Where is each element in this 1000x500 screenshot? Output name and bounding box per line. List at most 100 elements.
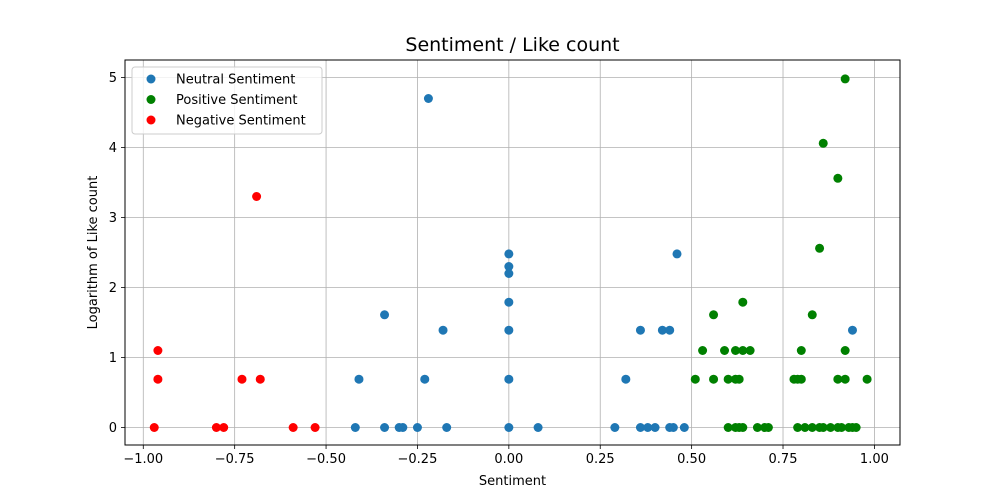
data-point <box>709 374 719 384</box>
data-point <box>734 374 744 384</box>
data-point <box>237 374 247 384</box>
data-point <box>380 310 390 320</box>
data-point <box>862 374 872 384</box>
x-tick-label: 0.75 <box>769 452 798 467</box>
data-point <box>840 74 850 84</box>
data-point <box>504 423 514 432</box>
data-point <box>153 374 163 384</box>
data-point <box>350 423 360 432</box>
data-point <box>815 243 825 253</box>
legend-entry: Positive Sentiment <box>176 93 297 108</box>
data-point <box>665 325 675 335</box>
chart-title: Sentiment / Like count <box>405 34 619 56</box>
data-point <box>219 423 229 432</box>
x-tick-label: −0.25 <box>398 452 438 467</box>
data-point <box>310 423 320 432</box>
data-point <box>851 423 861 432</box>
y-axis-ticks: 0 1 2 3 4 5 <box>109 71 125 436</box>
y-tick-label: 3 <box>109 211 117 226</box>
legend-box <box>131 66 323 135</box>
data-point <box>745 346 755 355</box>
data-point <box>255 374 265 384</box>
data-point <box>412 423 422 432</box>
x-tick-label: 1.00 <box>860 452 889 467</box>
data-point <box>288 423 298 432</box>
x-tick-label: 0.25 <box>586 452 615 467</box>
x-axis-ticks: −1.00 −0.75 −0.50 −0.25 0.00 0.25 0.50 0.75 1.00 <box>123 445 889 467</box>
series-1 <box>690 74 872 432</box>
x-axis-label: Sentiment <box>479 474 546 489</box>
data-point <box>738 423 748 432</box>
y-tick-label: 4 <box>109 141 117 156</box>
data-point <box>690 374 700 384</box>
x-tick-label: −0.75 <box>215 452 255 467</box>
data-point <box>738 346 748 355</box>
legend-marker <box>146 115 156 125</box>
legend-entry: Negative Sentiment <box>176 114 306 129</box>
data-point <box>153 346 163 355</box>
data-point <box>442 423 452 432</box>
data-point <box>807 310 817 320</box>
data-point <box>354 374 364 384</box>
data-point <box>672 249 682 259</box>
data-point <box>698 346 708 355</box>
data-point <box>380 423 390 432</box>
data-point <box>635 423 645 432</box>
data-point <box>818 138 828 148</box>
data-point <box>149 423 159 432</box>
data-point <box>796 346 806 355</box>
legend: Neutral Sentiment Positive Sentiment Negat… <box>131 66 323 135</box>
data-point <box>650 423 660 432</box>
data-point <box>635 325 645 335</box>
data-point <box>504 374 514 384</box>
y-tick-label: 0 <box>109 421 117 436</box>
data-point <box>723 423 733 432</box>
data-point <box>720 346 730 355</box>
series-0 <box>350 94 857 432</box>
data-point <box>679 423 689 432</box>
data-point <box>643 423 653 432</box>
legend-marker <box>146 95 156 104</box>
plot-frame <box>124 59 901 446</box>
y-tick-label: 1 <box>109 351 117 366</box>
data-point <box>621 374 631 384</box>
x-tick-label: −1.00 <box>123 452 163 467</box>
y-tick-label: 2 <box>109 281 117 296</box>
data-point <box>504 297 514 307</box>
data-point <box>837 423 847 432</box>
data-point <box>730 346 740 355</box>
data-points <box>149 74 872 432</box>
data-point <box>738 297 748 307</box>
data-point <box>793 423 803 432</box>
data-point <box>423 94 433 103</box>
data-point <box>833 173 843 183</box>
data-point <box>818 423 828 432</box>
data-point <box>796 374 806 384</box>
legend-entry: Neutral Sentiment <box>176 73 295 88</box>
data-point <box>504 269 514 278</box>
data-point <box>504 262 514 271</box>
x-tick-label: 0.50 <box>677 452 706 467</box>
data-point <box>438 325 448 335</box>
data-point <box>752 423 762 432</box>
data-point <box>610 423 620 432</box>
data-point <box>420 374 430 384</box>
y-axis-label: Logarithm of Like count <box>86 176 101 330</box>
data-point <box>533 423 543 432</box>
data-point <box>826 423 836 432</box>
data-point <box>504 325 514 335</box>
data-point <box>800 423 810 432</box>
series-2 <box>149 192 320 432</box>
data-point <box>398 423 408 432</box>
data-point <box>709 310 719 320</box>
data-point <box>847 325 857 335</box>
data-point <box>807 423 817 432</box>
data-point <box>840 346 850 355</box>
data-point <box>657 325 667 335</box>
x-tick-label: −0.50 <box>306 452 346 467</box>
data-point <box>833 374 843 384</box>
data-point <box>211 423 221 432</box>
legend-marker <box>146 74 156 84</box>
y-tick-label: 5 <box>109 71 117 86</box>
